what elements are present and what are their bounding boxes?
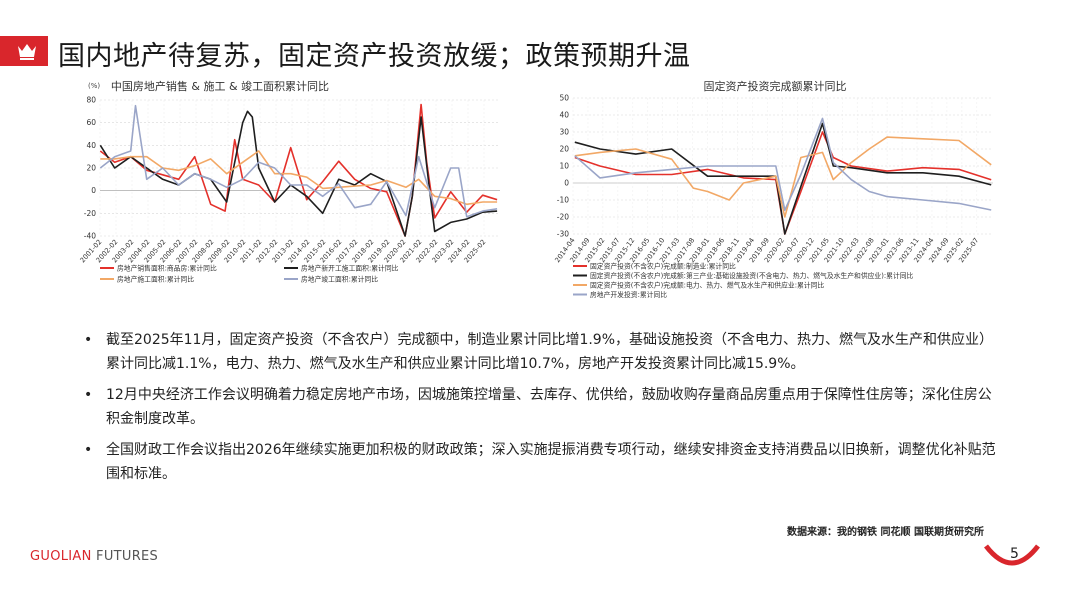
- crown-icon: [18, 44, 36, 60]
- y-tick-label: 0: [564, 179, 569, 188]
- chart-real-estate-svg: 中国房地产销售 & 施工 & 竣工面积累计同比 (%) 80 60 40 20 0 -20 -4…: [79, 79, 500, 284]
- series-line: [574, 122, 992, 235]
- y-tick-label: 40: [86, 141, 96, 150]
- series-line: [99, 104, 498, 218]
- series-line: [574, 131, 992, 235]
- legend-label: 固定资产投资(不含农户)完成额:制造业:累计同比: [590, 262, 736, 271]
- legend-label: 房地产竣工面积:累计同比: [301, 275, 378, 284]
- legend-label: 固定资产投资(不含农户)完成额:电力、热力、燃气及水生产和供应业:累计同比: [590, 281, 824, 290]
- chart-fixed-asset-investment-svg: 固定资产投资完成额累计同比50403020100-10-20-302014-04…: [553, 79, 993, 299]
- legend-label: 固定资产投资(不含农户)完成额:第三产业:基础设施投资(不含电力、热力、燃气及水…: [590, 271, 914, 280]
- bullet-item: • 截至2025年11月，固定资产投资（不含农户）完成额中，制造业累计同比增1.…: [84, 328, 1004, 376]
- y-tick-label: -30: [557, 230, 569, 239]
- y-tick-label: -40: [84, 232, 96, 241]
- y-tick-label: 20: [559, 145, 569, 154]
- y-axis-unit-label: (%): [88, 82, 100, 90]
- brand-name: GUOLIAN: [30, 549, 92, 564]
- bullet-list: • 截至2025年11月，固定资产投资（不含农户）完成额中，制造业累计同比增1.…: [84, 328, 1004, 493]
- chart-real-estate: 中国房地产销售 & 施工 & 竣工面积累计同比 (%) 80 60 40 20 0 -20 -4…: [70, 78, 510, 310]
- y-tick-label: -20: [84, 209, 96, 218]
- bullet-marker: •: [84, 442, 93, 458]
- page-number: 5: [1010, 546, 1019, 562]
- chart-fixed-asset-investment: 固定资产投资完成额累计同比 50 40 30 20 10 0 -10 -20 -30 2014-04…: [545, 78, 1005, 310]
- legend-label: 房地产施工面积:累计同比: [117, 275, 194, 284]
- y-tick-label: 10: [559, 162, 569, 171]
- brand-logo-text: GUOLIAN FUTURES: [30, 549, 158, 564]
- series-line: [574, 117, 992, 211]
- y-tick-label: 30: [559, 128, 569, 137]
- series-line: [574, 136, 992, 218]
- bullet-text: 全国财政工作会议指出2026年继续实施更加积极的财政政策；深入实施提振消费专项行…: [106, 442, 996, 482]
- series-line: [100, 150, 498, 206]
- chart-title: 固定资产投资完成额累计同比: [704, 79, 847, 93]
- data-source: 数据来源：我的钢铁 同花顺 国联期货研究所: [787, 527, 984, 538]
- brand-suffix: FUTURES: [91, 549, 159, 564]
- legend-label: 房地产销售面积:商品房:累计同比: [117, 264, 217, 273]
- series-line: [99, 110, 498, 237]
- y-tick-label: 50: [559, 94, 569, 103]
- y-tick-label: -10: [557, 196, 569, 205]
- chart-title: 中国房地产销售 & 施工 & 竣工面积累计同比: [111, 79, 329, 93]
- page-title: 国内地产待复苏，固定资产投资放缓；政策预期升温: [58, 41, 691, 72]
- y-tick-label: -20: [557, 213, 569, 222]
- bullet-item: • 12月中央经济工作会议明确着力稳定房地产市场，因城施策控增量、去库存、优供给…: [84, 383, 1004, 431]
- y-tick-label: 40: [559, 111, 569, 120]
- bullet-text: 12月中央经济工作会议明确着力稳定房地产市场，因城施策控增量、去库存、优供给，鼓…: [106, 387, 992, 427]
- y-tick-label: 60: [86, 118, 96, 127]
- y-tick-label: 80: [86, 96, 96, 105]
- series-line: [99, 103, 498, 237]
- bullet-item: • 全国财政工作会议指出2026年继续实施更加积极的财政政策；深入实施提振消费专…: [84, 438, 1004, 486]
- legend-label: 房地产开发投资:累计同比: [590, 290, 667, 299]
- y-tick-label: 0: [91, 186, 96, 195]
- decorative-arc-icon: [984, 544, 1040, 566]
- bullet-marker: •: [84, 332, 93, 348]
- bullet-text: 截至2025年11月，固定资产投资（不含农户）完成额中，制造业累计同比增1.9%…: [106, 332, 994, 372]
- legend-label: 房地产新开工施工面积:累计同比: [301, 264, 399, 273]
- y-tick-label: 20: [86, 164, 96, 173]
- bullet-marker: •: [84, 387, 93, 403]
